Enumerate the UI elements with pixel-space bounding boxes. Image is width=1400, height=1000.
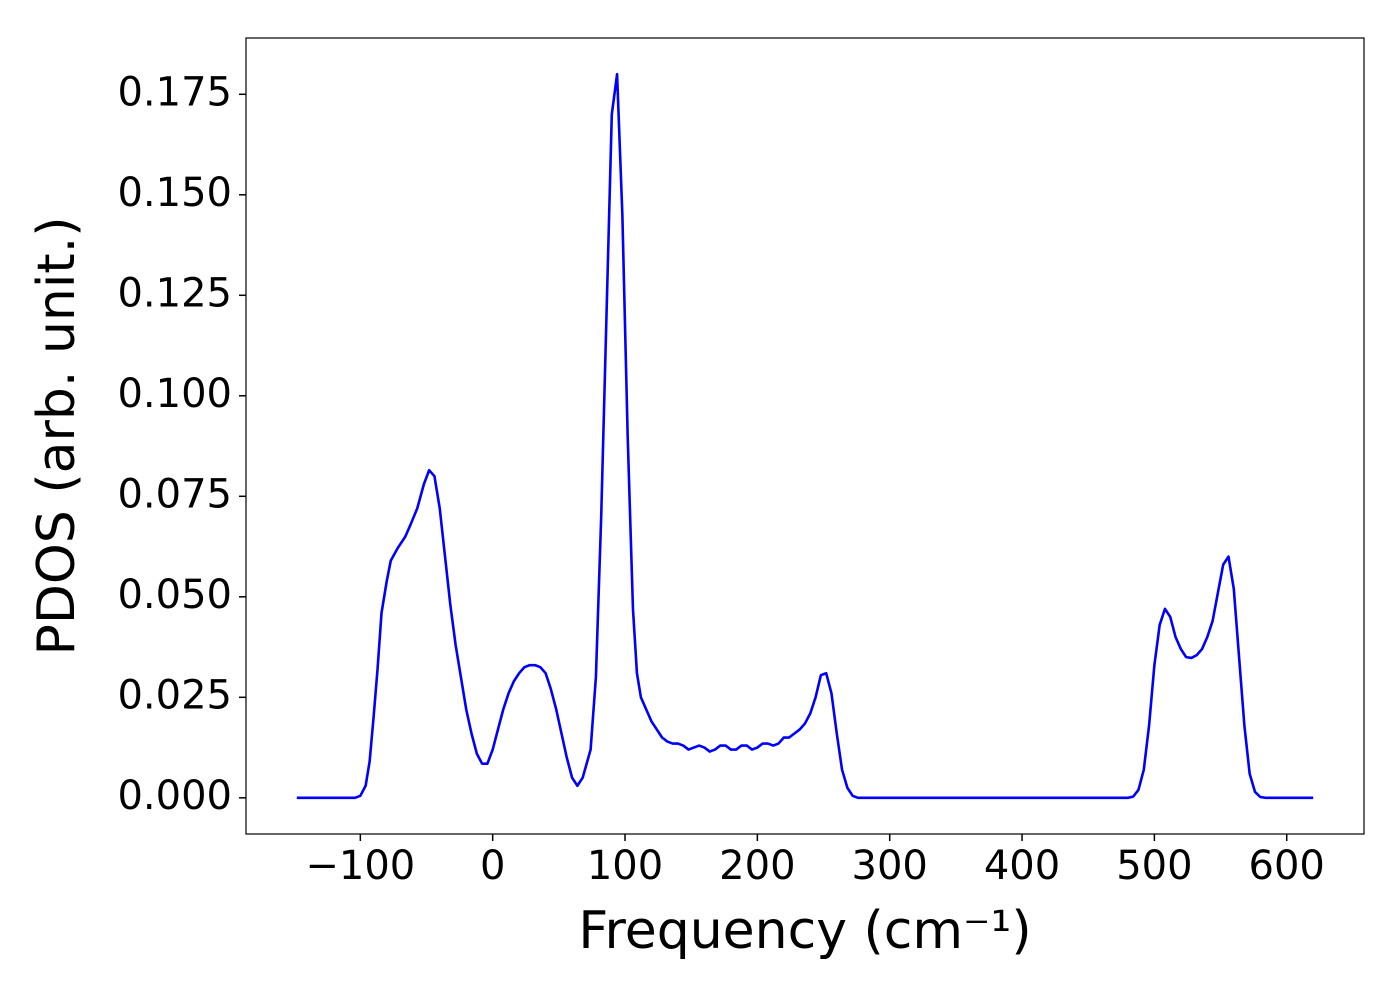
x-tick-label: 600 <box>1249 843 1325 889</box>
pdos-line <box>296 72 1314 800</box>
y-tick-label: 0.125 <box>117 270 232 316</box>
y-tick-label: 0.100 <box>117 371 232 417</box>
plot-frame <box>245 37 1365 835</box>
y-tick-label: 0.175 <box>117 69 232 115</box>
x-tick-label: 400 <box>984 843 1060 889</box>
y-tick-label: 0.025 <box>117 672 232 718</box>
y-tick-label: 0.075 <box>117 471 232 517</box>
x-axis-label: Frequency (cm⁻¹) <box>578 901 1031 961</box>
y-tick-label: 0.150 <box>117 170 232 216</box>
x-tick-label: −100 <box>305 843 415 889</box>
y-tick-label: 0.050 <box>117 572 232 618</box>
x-tick-label: 0 <box>480 843 505 889</box>
y-axis-label: PDOS (arb. unit.) <box>27 216 87 655</box>
x-tick-label: 100 <box>587 843 663 889</box>
x-tick-label: 200 <box>719 843 795 889</box>
y-tick-label: 0.000 <box>117 773 232 819</box>
x-tick-label: 300 <box>852 843 928 889</box>
x-tick-label: 500 <box>1116 843 1192 889</box>
